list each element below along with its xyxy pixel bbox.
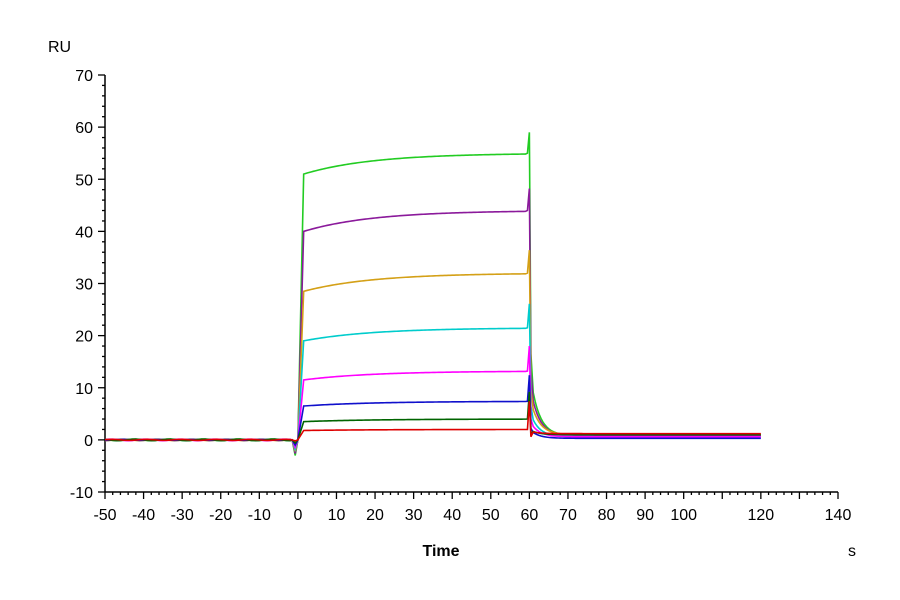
- x-tick-label: 10: [328, 507, 346, 524]
- axes: -10 0 10 20 30 40 50 60 70 -50 -40 -30 -20 -10 0 10 20 30…: [70, 68, 852, 524]
- series-line-7: [104, 391, 761, 445]
- x-tick-label: 100: [670, 507, 697, 524]
- x-tick-label: 20: [366, 507, 384, 524]
- series-line-4: [104, 303, 761, 452]
- y-tick-label: 10: [75, 381, 93, 398]
- y-tick-label: 0: [84, 433, 93, 450]
- series-line-5: [104, 345, 761, 450]
- x-tick-label: 90: [636, 507, 654, 524]
- series-line-8: [104, 401, 761, 442]
- x-tick-label: 60: [520, 507, 538, 524]
- y-axis-title: RU: [48, 39, 71, 56]
- x-axis-unit: s: [848, 543, 856, 560]
- x-tick-label: 70: [559, 507, 577, 524]
- x-tick-label: -40: [132, 507, 155, 524]
- x-tick-label: 80: [598, 507, 616, 524]
- y-tick-label: 20: [75, 329, 93, 346]
- y-tick-label: 60: [75, 120, 93, 137]
- y-tick-label: 30: [75, 277, 93, 294]
- x-tick-label: 140: [825, 507, 852, 524]
- y-tick-label: -10: [70, 485, 93, 502]
- x-tick-label: -50: [93, 507, 116, 524]
- x-tick-label: 120: [747, 507, 774, 524]
- x-tick-label: 40: [443, 507, 461, 524]
- series-line-2: [104, 188, 761, 454]
- series-line-1: [104, 132, 761, 456]
- y-tick-label: 50: [75, 172, 93, 189]
- x-tick-label: -30: [171, 507, 194, 524]
- y-tick-label: 40: [75, 224, 93, 241]
- series-group: [104, 132, 761, 456]
- y-tick-label: 70: [75, 68, 93, 85]
- x-tick-label: 30: [405, 507, 423, 524]
- x-axis-title: Time: [422, 543, 459, 560]
- x-tick-label: -10: [248, 507, 271, 524]
- x-tick-label: 0: [293, 507, 302, 524]
- series-line-3: [104, 250, 761, 452]
- x-tick-label: -20: [209, 507, 232, 524]
- x-tick-label: 50: [482, 507, 500, 524]
